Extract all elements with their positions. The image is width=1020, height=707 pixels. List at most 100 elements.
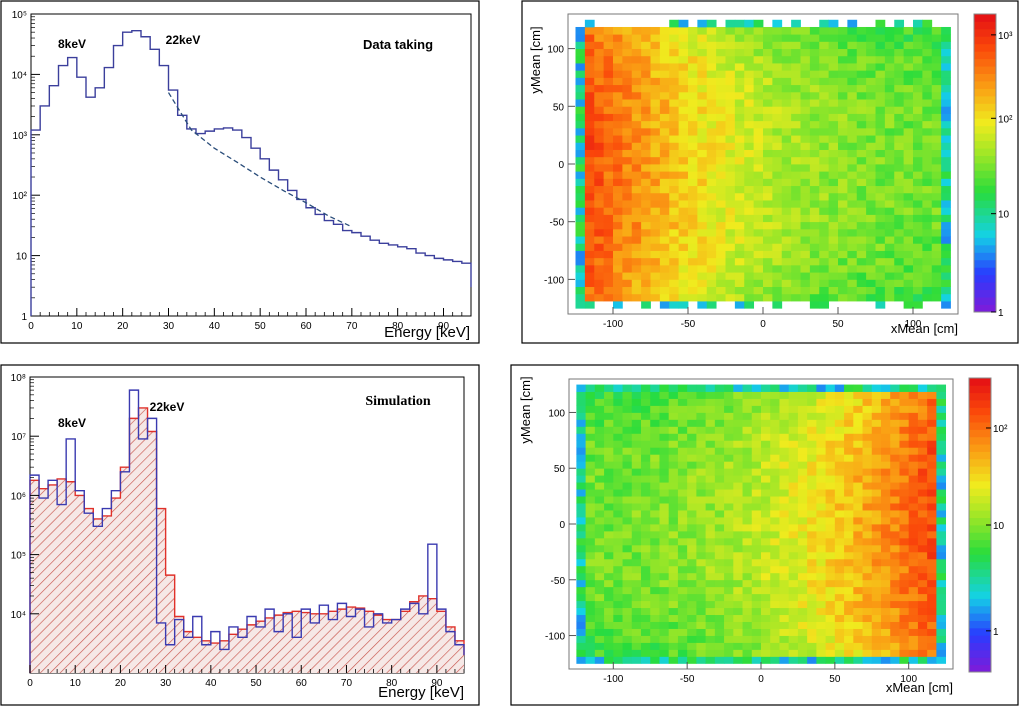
- map-cell: [875, 272, 886, 280]
- map-cell: [641, 579, 651, 588]
- map-cell: [753, 214, 764, 223]
- map-cell: [819, 243, 830, 251]
- map-cell: [669, 214, 680, 223]
- map-cell: [733, 579, 743, 588]
- map-cell: [809, 70, 820, 78]
- colorbar-swatch: [974, 133, 996, 142]
- map-cell: [788, 496, 799, 504]
- map-cell: [631, 600, 642, 609]
- map-cell: [714, 405, 725, 413]
- map-cell: [734, 286, 745, 295]
- map-cell: [828, 200, 839, 208]
- map-cell: [819, 142, 830, 150]
- map-cell: [705, 621, 716, 629]
- map-cell: [763, 127, 773, 136]
- map-cell: [838, 99, 848, 107]
- map-cell: [875, 200, 886, 208]
- map-cell: [917, 558, 928, 567]
- map-cell: [761, 461, 771, 469]
- map-cell: [899, 489, 910, 497]
- map-cell: [705, 510, 716, 518]
- map-cell: [866, 120, 876, 129]
- map-cell: [791, 185, 801, 194]
- map-cell: [677, 524, 688, 532]
- map-cell: [724, 530, 734, 539]
- map-cell: [847, 164, 858, 172]
- map-cell: [622, 614, 633, 622]
- map-cell: [705, 503, 716, 511]
- map-cell: [622, 593, 633, 602]
- map-cell: [908, 642, 919, 650]
- map-cell: [913, 250, 923, 259]
- map-cell: [687, 391, 697, 399]
- map-cell: [688, 243, 698, 251]
- map-cell: [613, 600, 623, 609]
- map-cell: [594, 489, 605, 497]
- colorbar-swatch: [974, 118, 996, 127]
- map-cell: [871, 607, 882, 616]
- map-cell: [772, 135, 783, 143]
- map-cell: [622, 412, 633, 420]
- map-cell: [706, 84, 717, 93]
- map-cell: [734, 63, 745, 71]
- map-cell: [908, 517, 919, 525]
- map-cell: [594, 214, 605, 223]
- map-cell: [714, 593, 725, 602]
- map-cell: [772, 156, 783, 165]
- map-cell: [927, 537, 937, 546]
- map-cell: [908, 614, 919, 622]
- peak-label-8kev: 8keV: [58, 416, 86, 430]
- map-cell: [575, 192, 586, 201]
- map-cell: [669, 221, 680, 230]
- map-cell: [753, 257, 764, 266]
- colorbar-swatch: [969, 466, 991, 474]
- map-cell: [903, 48, 914, 57]
- map-cell: [875, 164, 886, 172]
- map-cell: [772, 84, 783, 93]
- map-cell: [844, 482, 854, 490]
- map-cell: [856, 243, 867, 251]
- map-cell: [816, 398, 827, 406]
- map-cell: [594, 257, 605, 266]
- map-cell: [884, 250, 895, 259]
- map-cell: [816, 600, 827, 609]
- map-cell: [622, 214, 633, 223]
- map-cell: [931, 48, 942, 57]
- map-cell: [742, 572, 753, 581]
- map-cell: [631, 558, 642, 567]
- map-cell: [716, 127, 726, 136]
- map-cell: [706, 55, 717, 64]
- map-cell: [650, 524, 660, 532]
- map-cell: [825, 530, 836, 539]
- map-cell: [716, 26, 726, 35]
- map-cell: [613, 384, 623, 392]
- map-cell: [871, 593, 882, 602]
- map-cell: [816, 537, 827, 546]
- map-cell: [816, 447, 827, 455]
- y-axis-label: yMean [cm]: [528, 26, 543, 93]
- map-cell: [853, 391, 863, 399]
- map-cell: [659, 207, 670, 215]
- map-cell: [687, 565, 697, 574]
- map-cell: [791, 243, 801, 251]
- map-cell: [838, 221, 848, 230]
- map-cell: [862, 405, 873, 413]
- map-cell: [800, 200, 811, 208]
- map-cell: [733, 433, 743, 441]
- map-cell: [816, 440, 827, 448]
- map-cell: [797, 607, 808, 616]
- map-cell: [744, 200, 755, 208]
- map-cell: [641, 99, 651, 107]
- map-cell: [706, 214, 717, 223]
- map-cell: [724, 419, 734, 427]
- map-cell: [613, 405, 623, 413]
- map-cell: [706, 19, 717, 28]
- map-cell: [659, 113, 670, 122]
- map-cell: [576, 461, 587, 469]
- map-cell: [853, 572, 863, 581]
- map-cell: [931, 207, 942, 215]
- map-cell: [819, 120, 830, 129]
- map-cell: [705, 607, 716, 616]
- map-cell: [853, 398, 863, 406]
- x-axis-label: xMean [cm]: [891, 321, 958, 336]
